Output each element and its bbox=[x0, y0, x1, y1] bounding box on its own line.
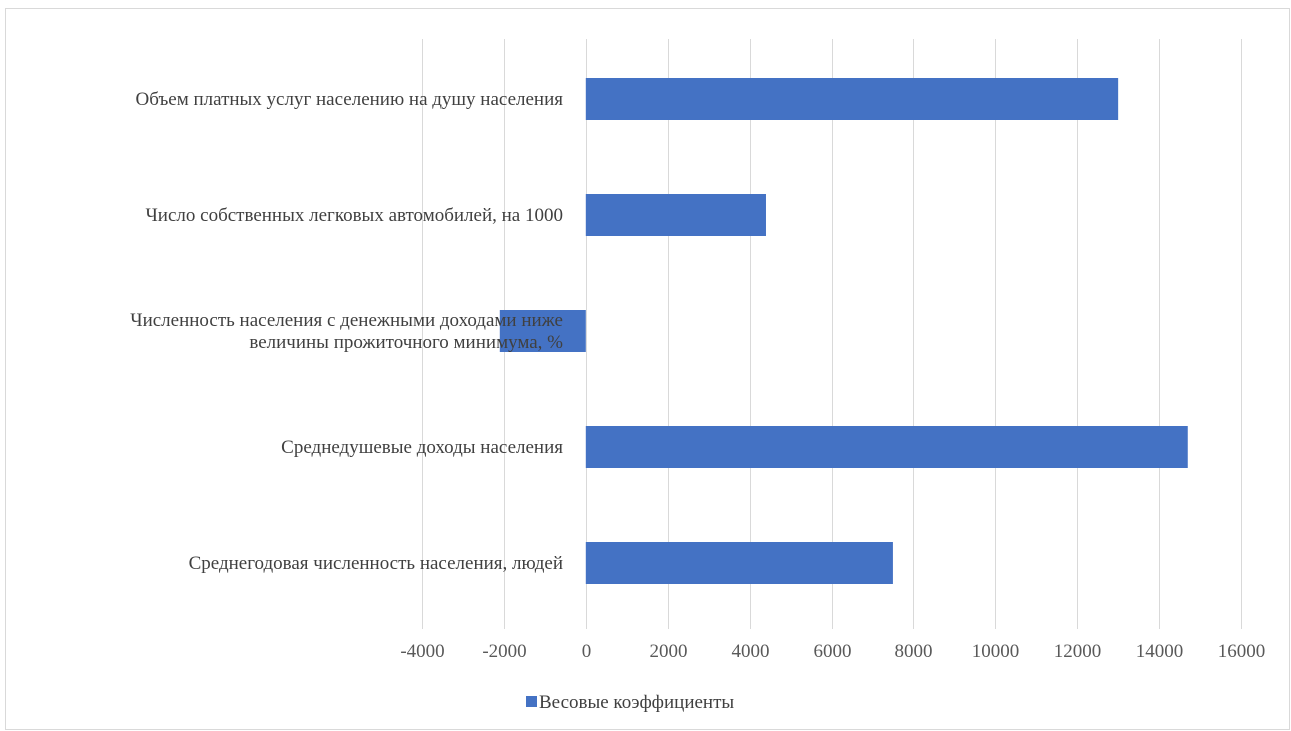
bar bbox=[585, 78, 1119, 120]
chart-frame: Объем платных услуг населению на душу на… bbox=[5, 8, 1290, 730]
gridlines bbox=[422, 39, 1242, 629]
x-tick-label: 8000 bbox=[895, 641, 933, 662]
legend: Весовые коэффициенты bbox=[526, 692, 734, 713]
bars bbox=[499, 78, 1188, 584]
legend-label: Весовые коэффициенты bbox=[539, 692, 734, 713]
category-label-line: Среднегодовая численность населения, люд… bbox=[189, 553, 563, 574]
category-label: Среднегодовая численность населения, люд… bbox=[189, 553, 563, 574]
x-tick-label: 0 bbox=[582, 641, 592, 662]
bar bbox=[585, 542, 893, 584]
category-label-line: Среднедушевые доходы населения bbox=[281, 437, 563, 458]
x-tick-label: 14000 bbox=[1136, 641, 1184, 662]
x-tick-label: 16000 bbox=[1218, 641, 1266, 662]
x-tick-label: 4000 bbox=[732, 641, 770, 662]
category-label-line: величины прожиточного минимума, % bbox=[249, 332, 563, 353]
category-label: Объем платных услуг населению на душу на… bbox=[136, 89, 564, 110]
category-label: Среднедушевые доходы населения bbox=[281, 437, 563, 458]
category-label-line: Объем платных услуг населению на душу на… bbox=[136, 89, 564, 110]
bar bbox=[499, 310, 586, 352]
category-label-line: Число собственных легковых автомобилей, … bbox=[145, 205, 563, 226]
bar-chart: Объем платных услуг населению на душу на… bbox=[130, 39, 1265, 713]
x-tick-label: 10000 bbox=[972, 641, 1020, 662]
category-label-line: Численность населения с денежными дохода… bbox=[130, 310, 563, 331]
category-labels: Объем платных услуг населению на душу на… bbox=[130, 89, 563, 574]
x-tick-label: 6000 bbox=[814, 641, 852, 662]
x-tick-labels: -4000 -2000 0 2000 4000 6000 8000 10000 12000 140… bbox=[400, 641, 1265, 662]
category-label: Число собственных легковых автомобилей, … bbox=[145, 205, 563, 226]
x-tick-label: -2000 bbox=[482, 641, 526, 662]
category-label: Численность населения с денежными дохода… bbox=[130, 310, 563, 353]
bar bbox=[585, 194, 766, 236]
x-tick-label: 2000 bbox=[650, 641, 688, 662]
bar bbox=[585, 426, 1188, 468]
x-tick-label: 12000 bbox=[1054, 641, 1102, 662]
x-tick-label: -4000 bbox=[400, 641, 444, 662]
legend-swatch bbox=[526, 696, 537, 707]
